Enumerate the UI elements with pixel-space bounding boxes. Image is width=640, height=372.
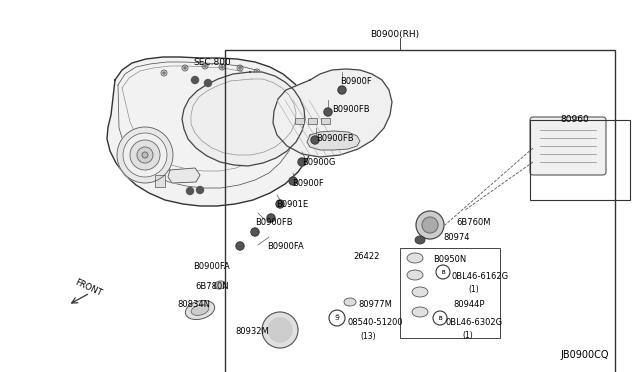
Circle shape — [329, 310, 345, 326]
Text: 80944P: 80944P — [453, 300, 484, 309]
Text: SEC.800: SEC.800 — [193, 58, 231, 67]
Circle shape — [311, 136, 319, 144]
Circle shape — [268, 318, 292, 342]
Polygon shape — [307, 131, 360, 150]
Circle shape — [298, 158, 306, 166]
Text: B: B — [441, 269, 445, 275]
Bar — [225, 50, 615, 372]
Ellipse shape — [412, 307, 428, 317]
Circle shape — [436, 265, 450, 279]
Text: 80960: 80960 — [560, 115, 589, 124]
Circle shape — [236, 242, 244, 250]
Ellipse shape — [412, 287, 428, 297]
Bar — [530, 120, 630, 200]
Text: B0900FB: B0900FB — [316, 134, 354, 143]
Polygon shape — [182, 72, 305, 166]
Bar — [321, 118, 330, 124]
Circle shape — [191, 77, 198, 83]
Text: 0BL46-6302G: 0BL46-6302G — [446, 318, 503, 327]
Circle shape — [117, 127, 173, 183]
Ellipse shape — [415, 236, 425, 244]
Circle shape — [142, 152, 148, 158]
Ellipse shape — [186, 301, 214, 320]
Text: S: S — [336, 314, 340, 320]
Text: 0BL46-6162G: 0BL46-6162G — [452, 272, 509, 281]
Text: (1): (1) — [462, 331, 473, 340]
Text: B0900(RH): B0900(RH) — [370, 30, 419, 39]
Text: 08540-51200: 08540-51200 — [347, 318, 403, 327]
Circle shape — [196, 186, 204, 193]
Text: (1): (1) — [468, 285, 479, 294]
Text: B0900G: B0900G — [302, 158, 335, 167]
Text: B0900F: B0900F — [292, 179, 324, 188]
Bar — [308, 118, 317, 124]
Text: 80834N: 80834N — [177, 300, 210, 309]
Circle shape — [239, 67, 241, 70]
Text: 6B760M: 6B760M — [456, 218, 490, 227]
Polygon shape — [107, 57, 315, 206]
Circle shape — [416, 211, 444, 239]
Text: B0900FA: B0900FA — [193, 262, 230, 271]
Circle shape — [255, 71, 259, 74]
Text: B0901E: B0901E — [276, 200, 308, 209]
Ellipse shape — [214, 281, 226, 289]
Circle shape — [251, 228, 259, 236]
Text: B: B — [438, 315, 442, 321]
Circle shape — [262, 312, 298, 348]
Text: B0950N: B0950N — [433, 255, 467, 264]
Circle shape — [324, 108, 332, 116]
Bar — [155, 175, 165, 187]
Bar — [295, 118, 304, 124]
Text: 80932M: 80932M — [235, 327, 269, 336]
Circle shape — [221, 65, 223, 68]
Circle shape — [123, 133, 167, 177]
Circle shape — [205, 80, 211, 87]
Text: FRONT: FRONT — [73, 278, 103, 298]
Ellipse shape — [407, 270, 423, 280]
FancyBboxPatch shape — [530, 117, 606, 175]
Text: 80974: 80974 — [443, 233, 470, 242]
Bar — [400, 248, 500, 338]
Ellipse shape — [344, 298, 356, 306]
Circle shape — [137, 147, 153, 163]
Text: JB0900CQ: JB0900CQ — [560, 350, 609, 360]
Circle shape — [422, 217, 438, 233]
Text: (13): (13) — [360, 332, 376, 341]
Text: 80977M: 80977M — [358, 300, 392, 309]
Text: B0900FB: B0900FB — [332, 105, 370, 114]
Text: B0900F: B0900F — [340, 77, 372, 86]
Ellipse shape — [191, 305, 209, 315]
Circle shape — [267, 214, 275, 222]
Ellipse shape — [407, 253, 423, 263]
Circle shape — [184, 67, 186, 70]
Circle shape — [276, 200, 284, 208]
Circle shape — [163, 71, 166, 74]
Text: S: S — [335, 315, 339, 321]
Circle shape — [433, 311, 447, 325]
Circle shape — [130, 140, 160, 170]
Polygon shape — [273, 69, 392, 157]
Circle shape — [289, 177, 297, 185]
Text: B0900FA: B0900FA — [267, 242, 304, 251]
Text: B: B — [441, 269, 445, 275]
Text: B0900FB: B0900FB — [255, 218, 292, 227]
Circle shape — [186, 187, 193, 195]
Text: 26422: 26422 — [353, 252, 380, 261]
Circle shape — [338, 86, 346, 94]
Text: 6B780N: 6B780N — [195, 282, 228, 291]
Circle shape — [204, 64, 207, 67]
Polygon shape — [168, 168, 200, 183]
Text: B: B — [438, 315, 442, 321]
